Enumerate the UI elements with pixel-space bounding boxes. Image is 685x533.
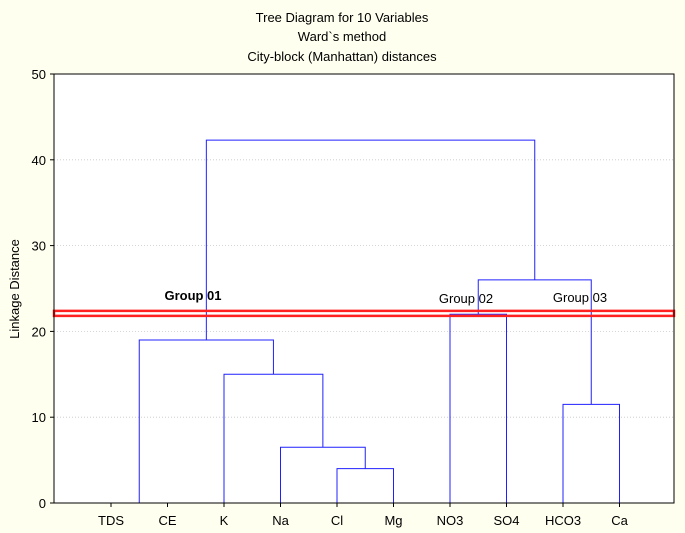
- y-tick-label: 50: [32, 67, 46, 82]
- y-tick-label: 20: [32, 324, 46, 339]
- plot-frame: [53, 73, 675, 504]
- group-label-1: Group 01: [164, 288, 221, 303]
- y-tick-label: 10: [32, 410, 46, 425]
- x-axis-labels: TDS CE K Na Cl Mg NO3 SO4 HCO3 Ca: [98, 503, 629, 528]
- y-axis-label: Linkage Distance: [7, 239, 22, 339]
- leaf-label-no3: NO3: [437, 513, 464, 528]
- leaf-label-so4: SO4: [493, 513, 519, 528]
- y-tick-label: 0: [39, 496, 46, 511]
- dendrogram-link: [205, 139, 536, 340]
- group-label-2: Group 02: [439, 291, 493, 306]
- leaf-label-k: K: [220, 513, 229, 528]
- y-tick-label: 30: [32, 239, 46, 254]
- y-tick-label: 40: [32, 153, 46, 168]
- chart-subtitle-distance: City-block (Manhattan) distances: [247, 49, 437, 64]
- dendrogram-tree: [111, 139, 620, 504]
- y-axis: 0 10 20 30 40 50: [32, 67, 54, 511]
- plot-area: [54, 74, 674, 503]
- chart-subtitle-method: Ward`s method: [298, 29, 386, 44]
- leaf-label-na: Na: [272, 513, 289, 528]
- grid-lines: [54, 159, 674, 418]
- leaf-label-hco3: HCO3: [545, 513, 581, 528]
- leaf-label-ce: CE: [158, 513, 176, 528]
- leaf-label-cl: Cl: [331, 513, 343, 528]
- leaf-label-ca: Ca: [611, 513, 628, 528]
- leaf-label-tds: TDS: [98, 513, 124, 528]
- chart-title: Tree Diagram for 10 Variables: [256, 10, 429, 25]
- leaf-label-mg: Mg: [384, 513, 402, 528]
- group-label-3: Group 03: [553, 290, 607, 305]
